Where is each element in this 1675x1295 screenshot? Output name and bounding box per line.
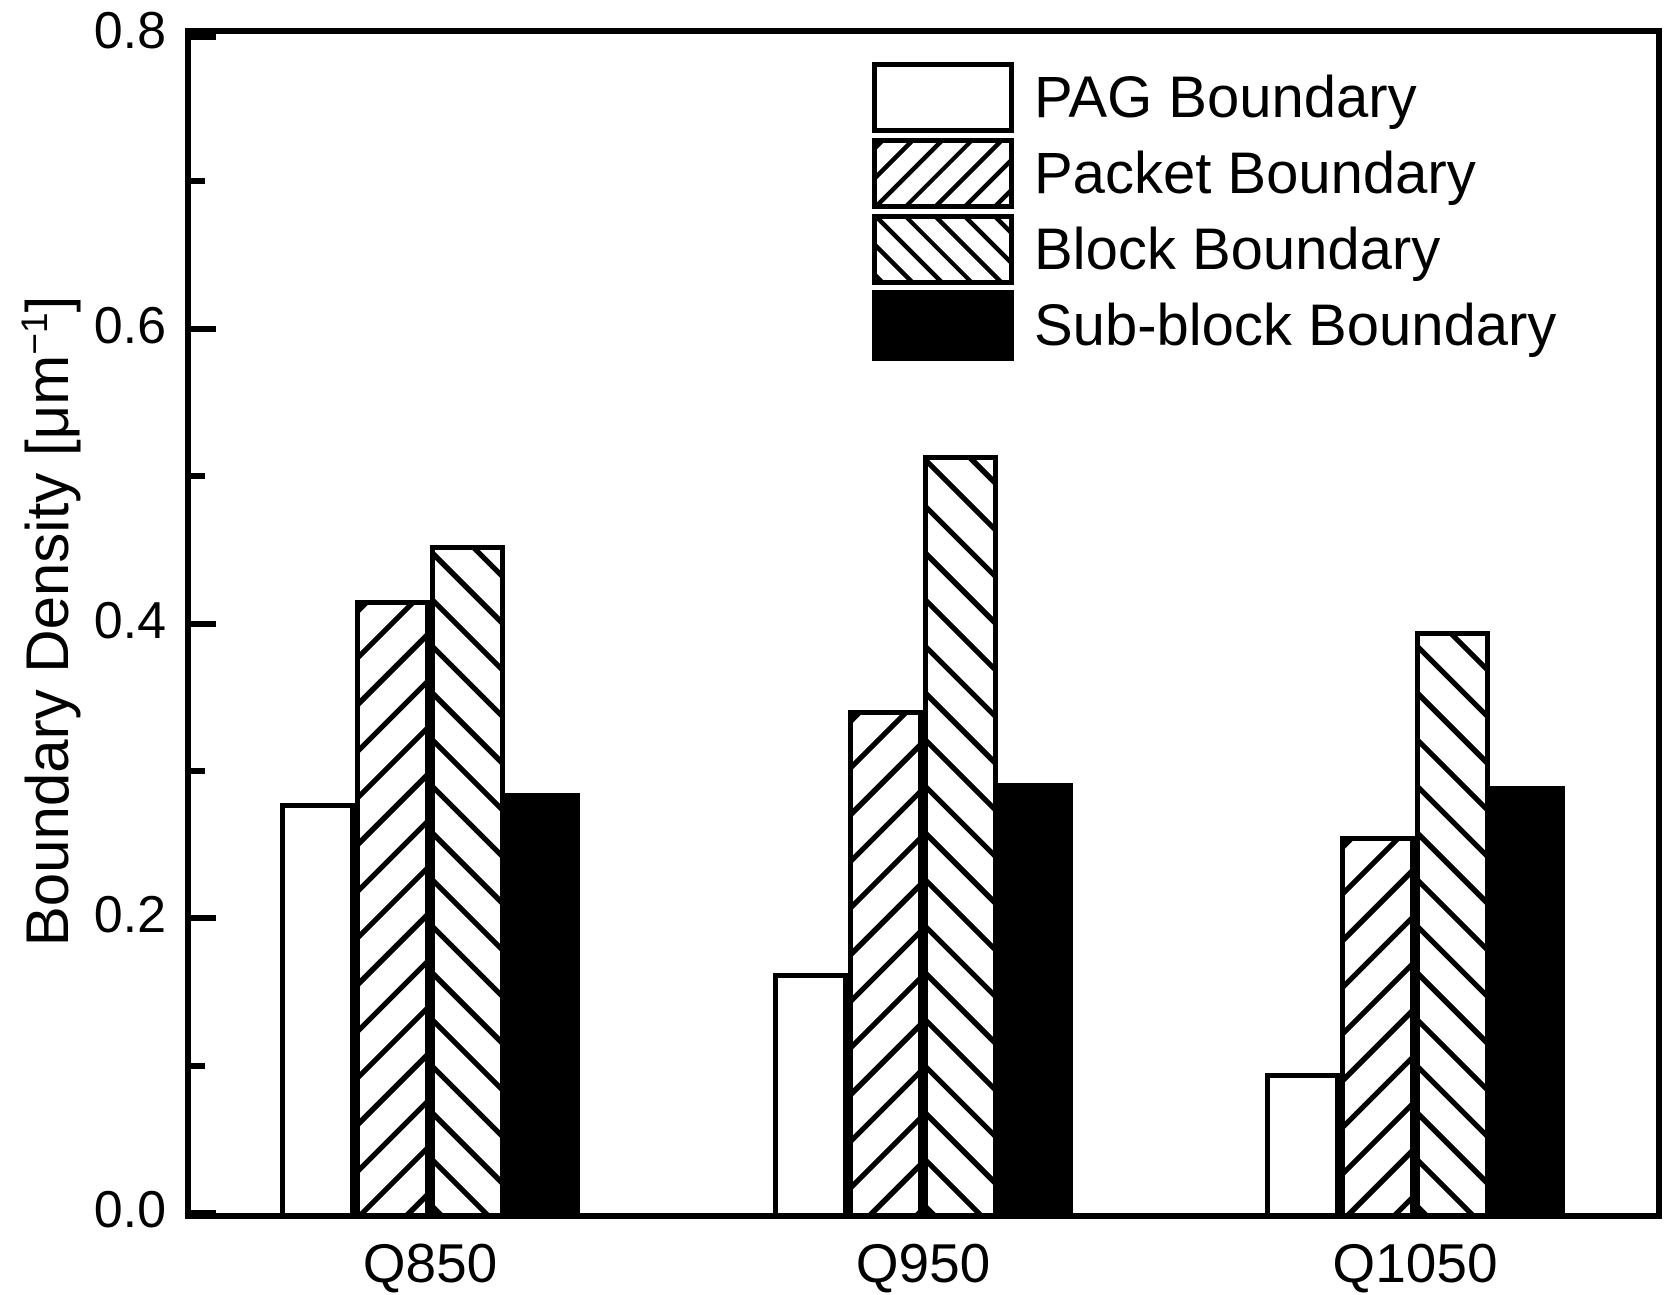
- y-minor-tick-0-7: [191, 178, 205, 185]
- y-major-tick-0-4: [191, 620, 216, 627]
- bar-q1050-block-boundary: [1415, 631, 1490, 1213]
- y-major-tick-0-0: [191, 1210, 216, 1216]
- x-tick-label-q850: Q850: [362, 1232, 498, 1294]
- legend: PAG Boundary Packet Boundary Block Boundar…: [872, 62, 1556, 366]
- y-minor-tick-0-5: [191, 473, 205, 480]
- legend-item-block-boundary: Block Boundary: [872, 214, 1556, 285]
- y-tick-label-0-0: 0.0: [93, 1181, 166, 1239]
- y-tick-label-0-6: 0.6: [93, 296, 166, 355]
- legend-item-pag-boundary: PAG Boundary: [872, 62, 1556, 133]
- bar-q950-pag-boundary: [773, 973, 848, 1213]
- y-minor-tick-0-1: [191, 1062, 205, 1069]
- legend-swatch-sub-block-boundary: [872, 290, 1014, 361]
- bar-q850-packet-boundary: [355, 600, 430, 1213]
- bar-q850-sub-block-boundary: [505, 793, 580, 1213]
- legend-label-block-boundary: Block Boundary: [1034, 217, 1441, 282]
- legend-swatch-pag-boundary: [872, 62, 1014, 133]
- y-minor-tick-0-3: [191, 767, 205, 774]
- y-tick-label-0-2: 0.2: [93, 886, 166, 945]
- legend-label-pag-boundary: PAG Boundary: [1034, 65, 1417, 130]
- legend-label-packet-boundary: Packet Boundary: [1034, 141, 1476, 206]
- legend-swatch-block-boundary: [872, 214, 1014, 285]
- y-tick-label-0-8: 0.8: [93, 2, 166, 60]
- bar-q850-pag-boundary: [280, 803, 355, 1213]
- bar-q950-sub-block-boundary: [998, 783, 1073, 1213]
- legend-label-sub-block-boundary: Sub-block Boundary: [1034, 293, 1557, 358]
- y-tick-label-0-4: 0.4: [93, 591, 166, 650]
- bar-q950-block-boundary: [923, 455, 998, 1213]
- legend-swatch-packet-boundary: [872, 138, 1014, 209]
- plot-inner-area: [191, 34, 1656, 1216]
- bar-q1050-pag-boundary: [1265, 1073, 1340, 1213]
- bar-q850-block-boundary: [430, 545, 505, 1213]
- y-axis-label-text: Boundary Density [μm: [14, 354, 81, 947]
- bar-q1050-packet-boundary: [1340, 836, 1415, 1213]
- y-major-tick-0-8: [191, 34, 216, 40]
- x-tick-label-q950: Q950: [855, 1232, 991, 1294]
- bar-q950-packet-boundary: [848, 710, 923, 1213]
- y-major-tick-0-6: [191, 325, 216, 332]
- y-major-tick-0-2: [191, 915, 216, 922]
- legend-item-packet-boundary: Packet Boundary: [872, 138, 1556, 209]
- x-tick-label-q1050: Q1050: [1332, 1232, 1498, 1294]
- bar-q1050-sub-block-boundary: [1490, 786, 1565, 1213]
- legend-item-sub-block-boundary: Sub-block Boundary: [872, 290, 1556, 361]
